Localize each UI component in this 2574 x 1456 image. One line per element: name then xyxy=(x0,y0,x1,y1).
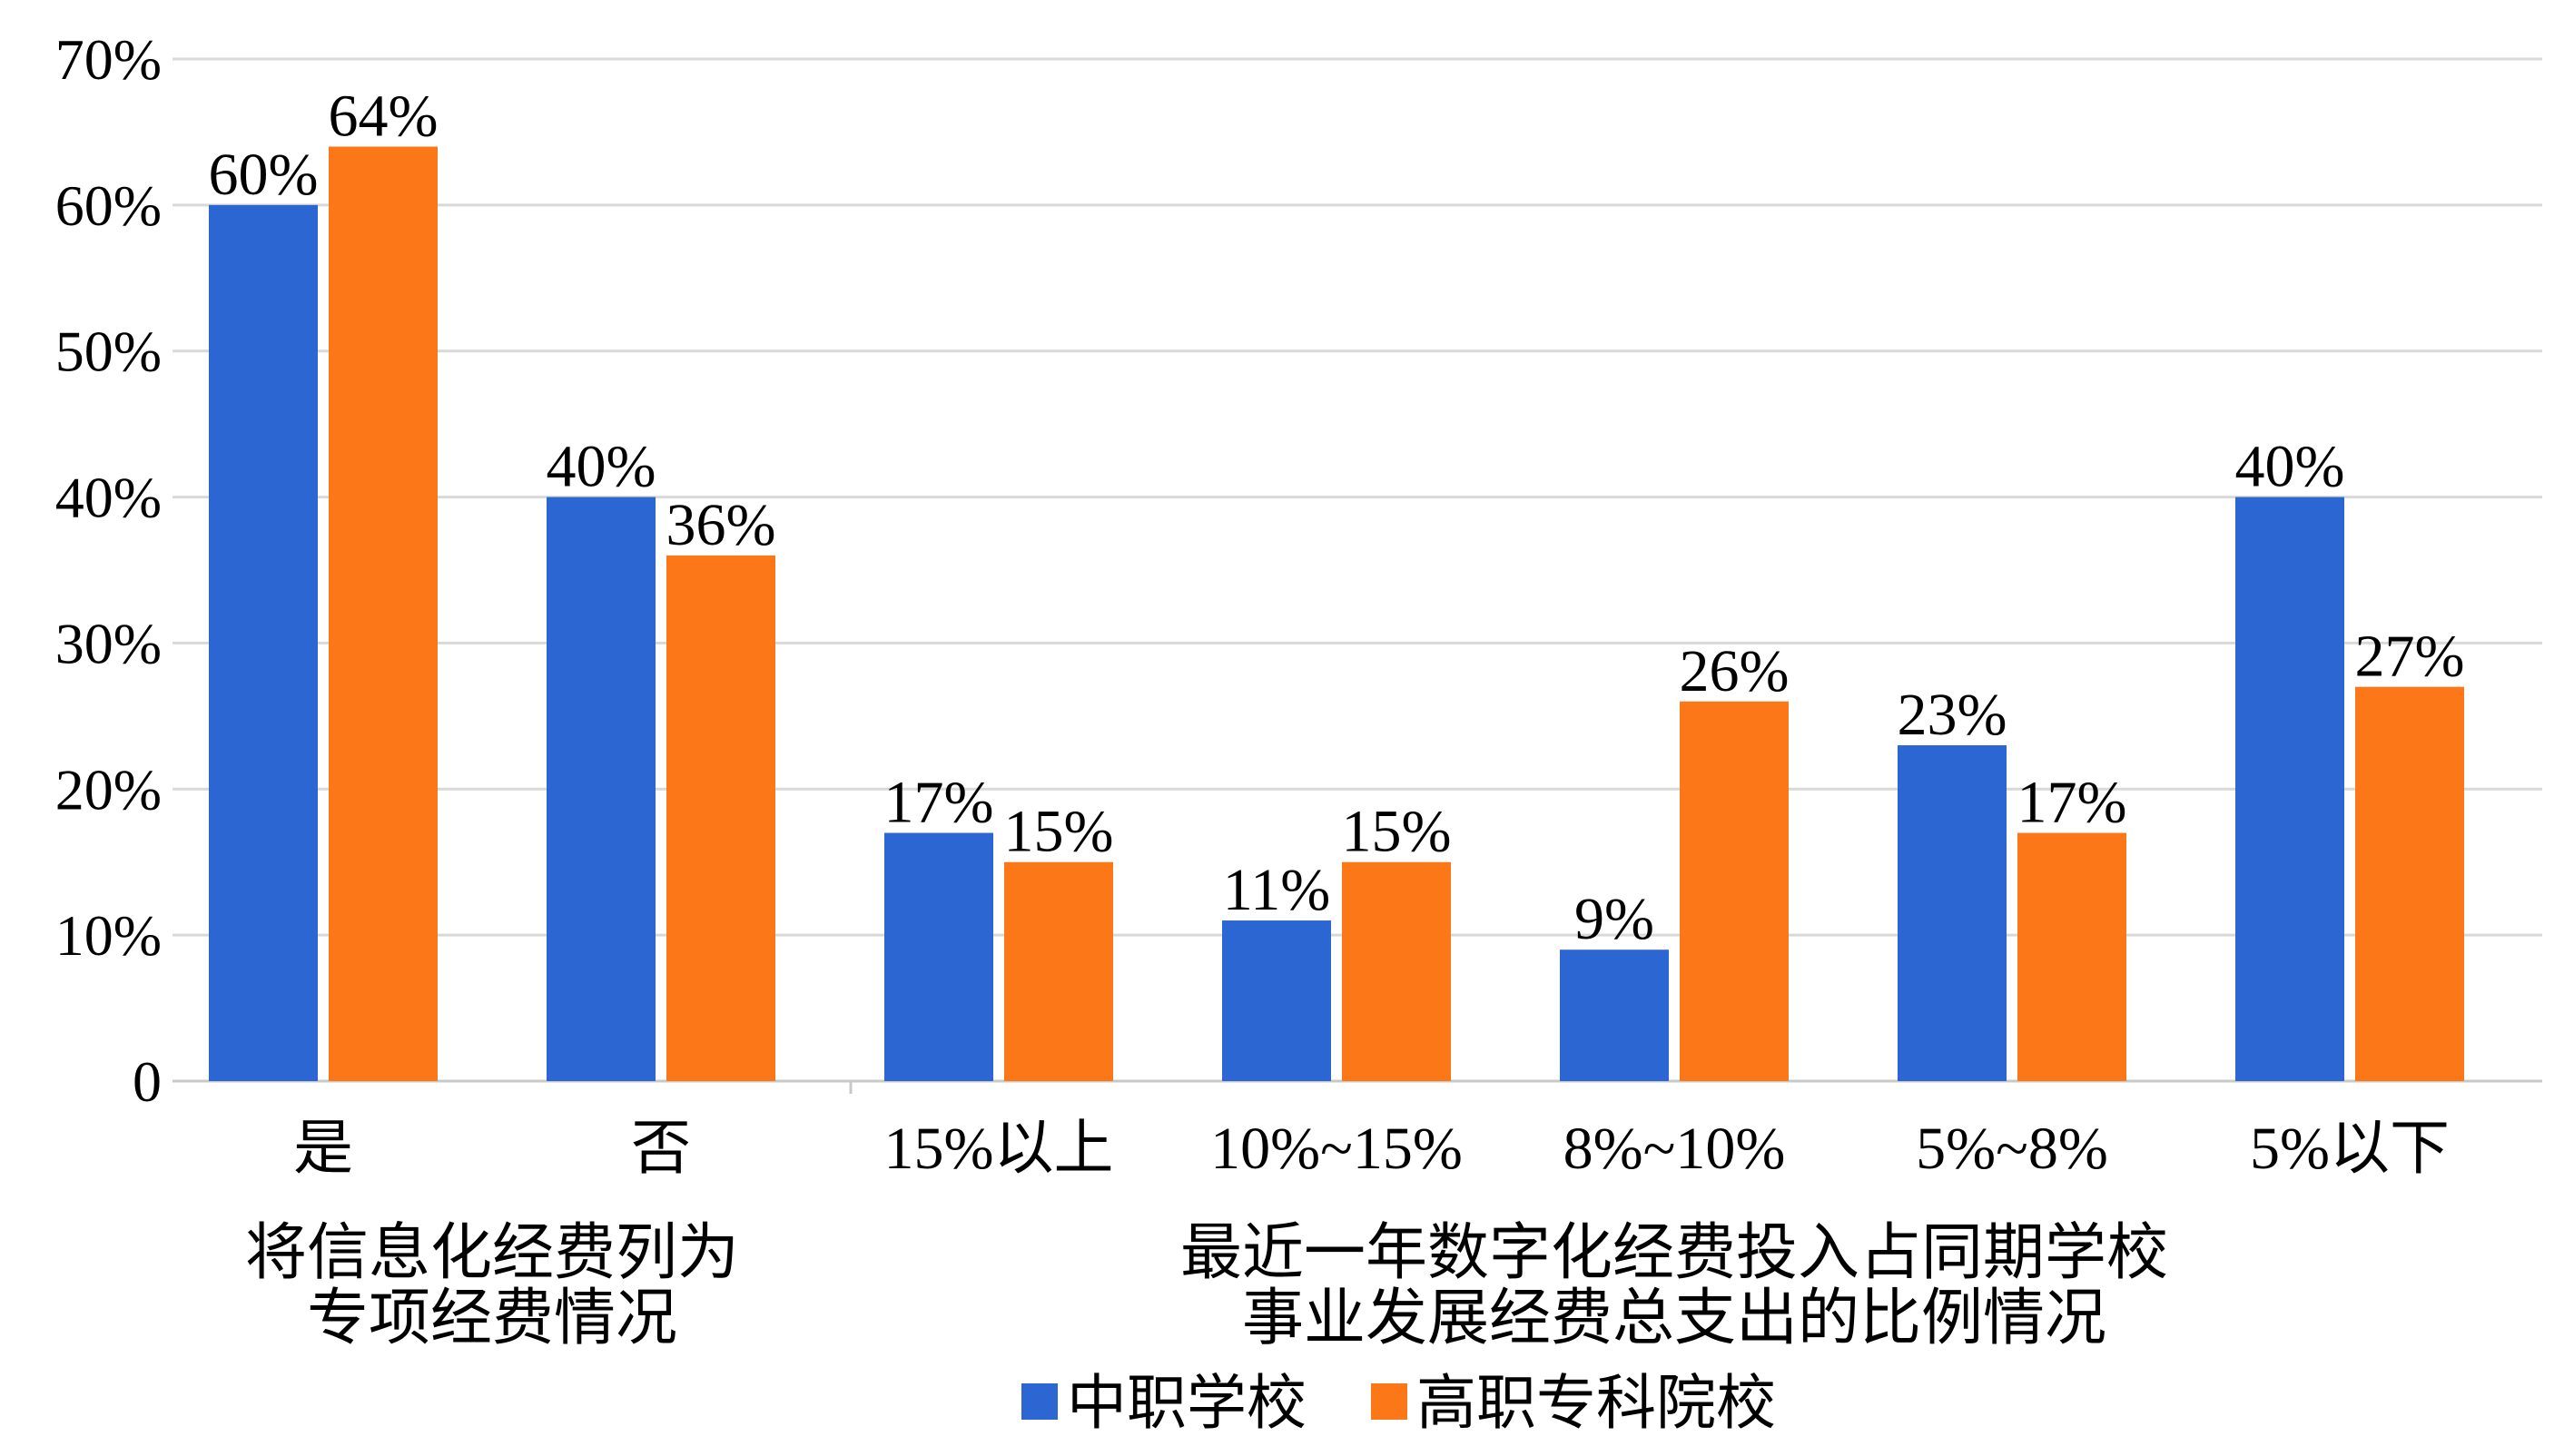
bar-gaozhi xyxy=(2355,686,2464,1081)
data-label: 26% xyxy=(1680,638,1790,704)
bar-zhongzhi xyxy=(884,832,993,1081)
data-label: 40% xyxy=(2235,434,2345,500)
y-tick-label: 0 xyxy=(133,1049,162,1114)
data-label: 15% xyxy=(1342,799,1452,865)
group-label: 专项经费情况 xyxy=(307,1283,677,1354)
data-label: 64% xyxy=(329,84,439,150)
bar-zhongzhi xyxy=(1898,745,2007,1081)
data-label: 17% xyxy=(2017,770,2127,836)
data-label: 17% xyxy=(884,770,994,836)
data-label: 9% xyxy=(1574,886,1654,952)
bar-gaozhi xyxy=(1342,861,1451,1081)
legend-swatch xyxy=(1021,1383,1058,1420)
x-tick-label: 10%~15% xyxy=(1210,1116,1463,1182)
bar-zhongzhi xyxy=(547,497,656,1081)
group-label: 最近一年数字化经费投入占同期学校 xyxy=(1180,1217,2168,1289)
data-label: 27% xyxy=(2355,624,2465,690)
bar-zhongzhi xyxy=(209,204,318,1081)
legend-label: 高职专科院校 xyxy=(1416,1368,1776,1438)
y-tick-label: 50% xyxy=(55,320,162,384)
data-label: 11% xyxy=(1223,857,1331,923)
legend-swatch xyxy=(1371,1383,1407,1420)
x-tick-label: 否 xyxy=(631,1116,691,1182)
bar-zhongzhi xyxy=(1222,920,1331,1081)
data-label: 23% xyxy=(1898,682,2007,748)
x-tick-label: 是 xyxy=(293,1116,353,1182)
y-tick-label: 40% xyxy=(55,466,162,530)
bar-zhongzhi xyxy=(1560,949,1669,1081)
data-label: 36% xyxy=(666,492,776,558)
x-tick-label: 15%以上 xyxy=(884,1116,1114,1182)
data-label: 15% xyxy=(1004,799,1114,865)
bar-gaozhi xyxy=(329,146,438,1081)
legend-label: 中职学校 xyxy=(1067,1368,1307,1438)
bar-gaozhi xyxy=(2017,832,2126,1081)
x-tick-label: 8%~10% xyxy=(1563,1116,1786,1182)
bar-gaozhi xyxy=(1004,861,1113,1081)
y-tick-label: 20% xyxy=(55,757,162,821)
x-tick-label: 5%~8% xyxy=(1916,1116,2108,1182)
y-tick-label: 60% xyxy=(55,173,162,238)
data-label: 40% xyxy=(547,434,656,500)
y-tick-label: 10% xyxy=(55,903,162,968)
data-label: 60% xyxy=(209,142,319,208)
y-tick-label: 30% xyxy=(55,611,162,675)
group-label: 将信息化经费列为 xyxy=(245,1217,739,1289)
group-label: 事业发展经费总支出的比例情况 xyxy=(1242,1283,2106,1354)
x-tick-label: 5%以下 xyxy=(2250,1116,2450,1182)
bar-gaozhi xyxy=(666,555,775,1081)
bar-gaozhi xyxy=(1680,701,1789,1081)
bar-zhongzhi xyxy=(2235,497,2344,1081)
y-tick-label: 70% xyxy=(55,27,162,92)
